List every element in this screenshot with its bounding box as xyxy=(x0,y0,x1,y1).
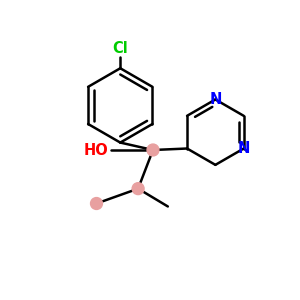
Text: N: N xyxy=(209,92,222,107)
Circle shape xyxy=(132,183,144,195)
Text: Cl: Cl xyxy=(112,41,128,56)
Text: N: N xyxy=(238,141,250,156)
Circle shape xyxy=(91,198,102,209)
Text: HO: HO xyxy=(84,142,108,158)
Circle shape xyxy=(147,144,159,156)
